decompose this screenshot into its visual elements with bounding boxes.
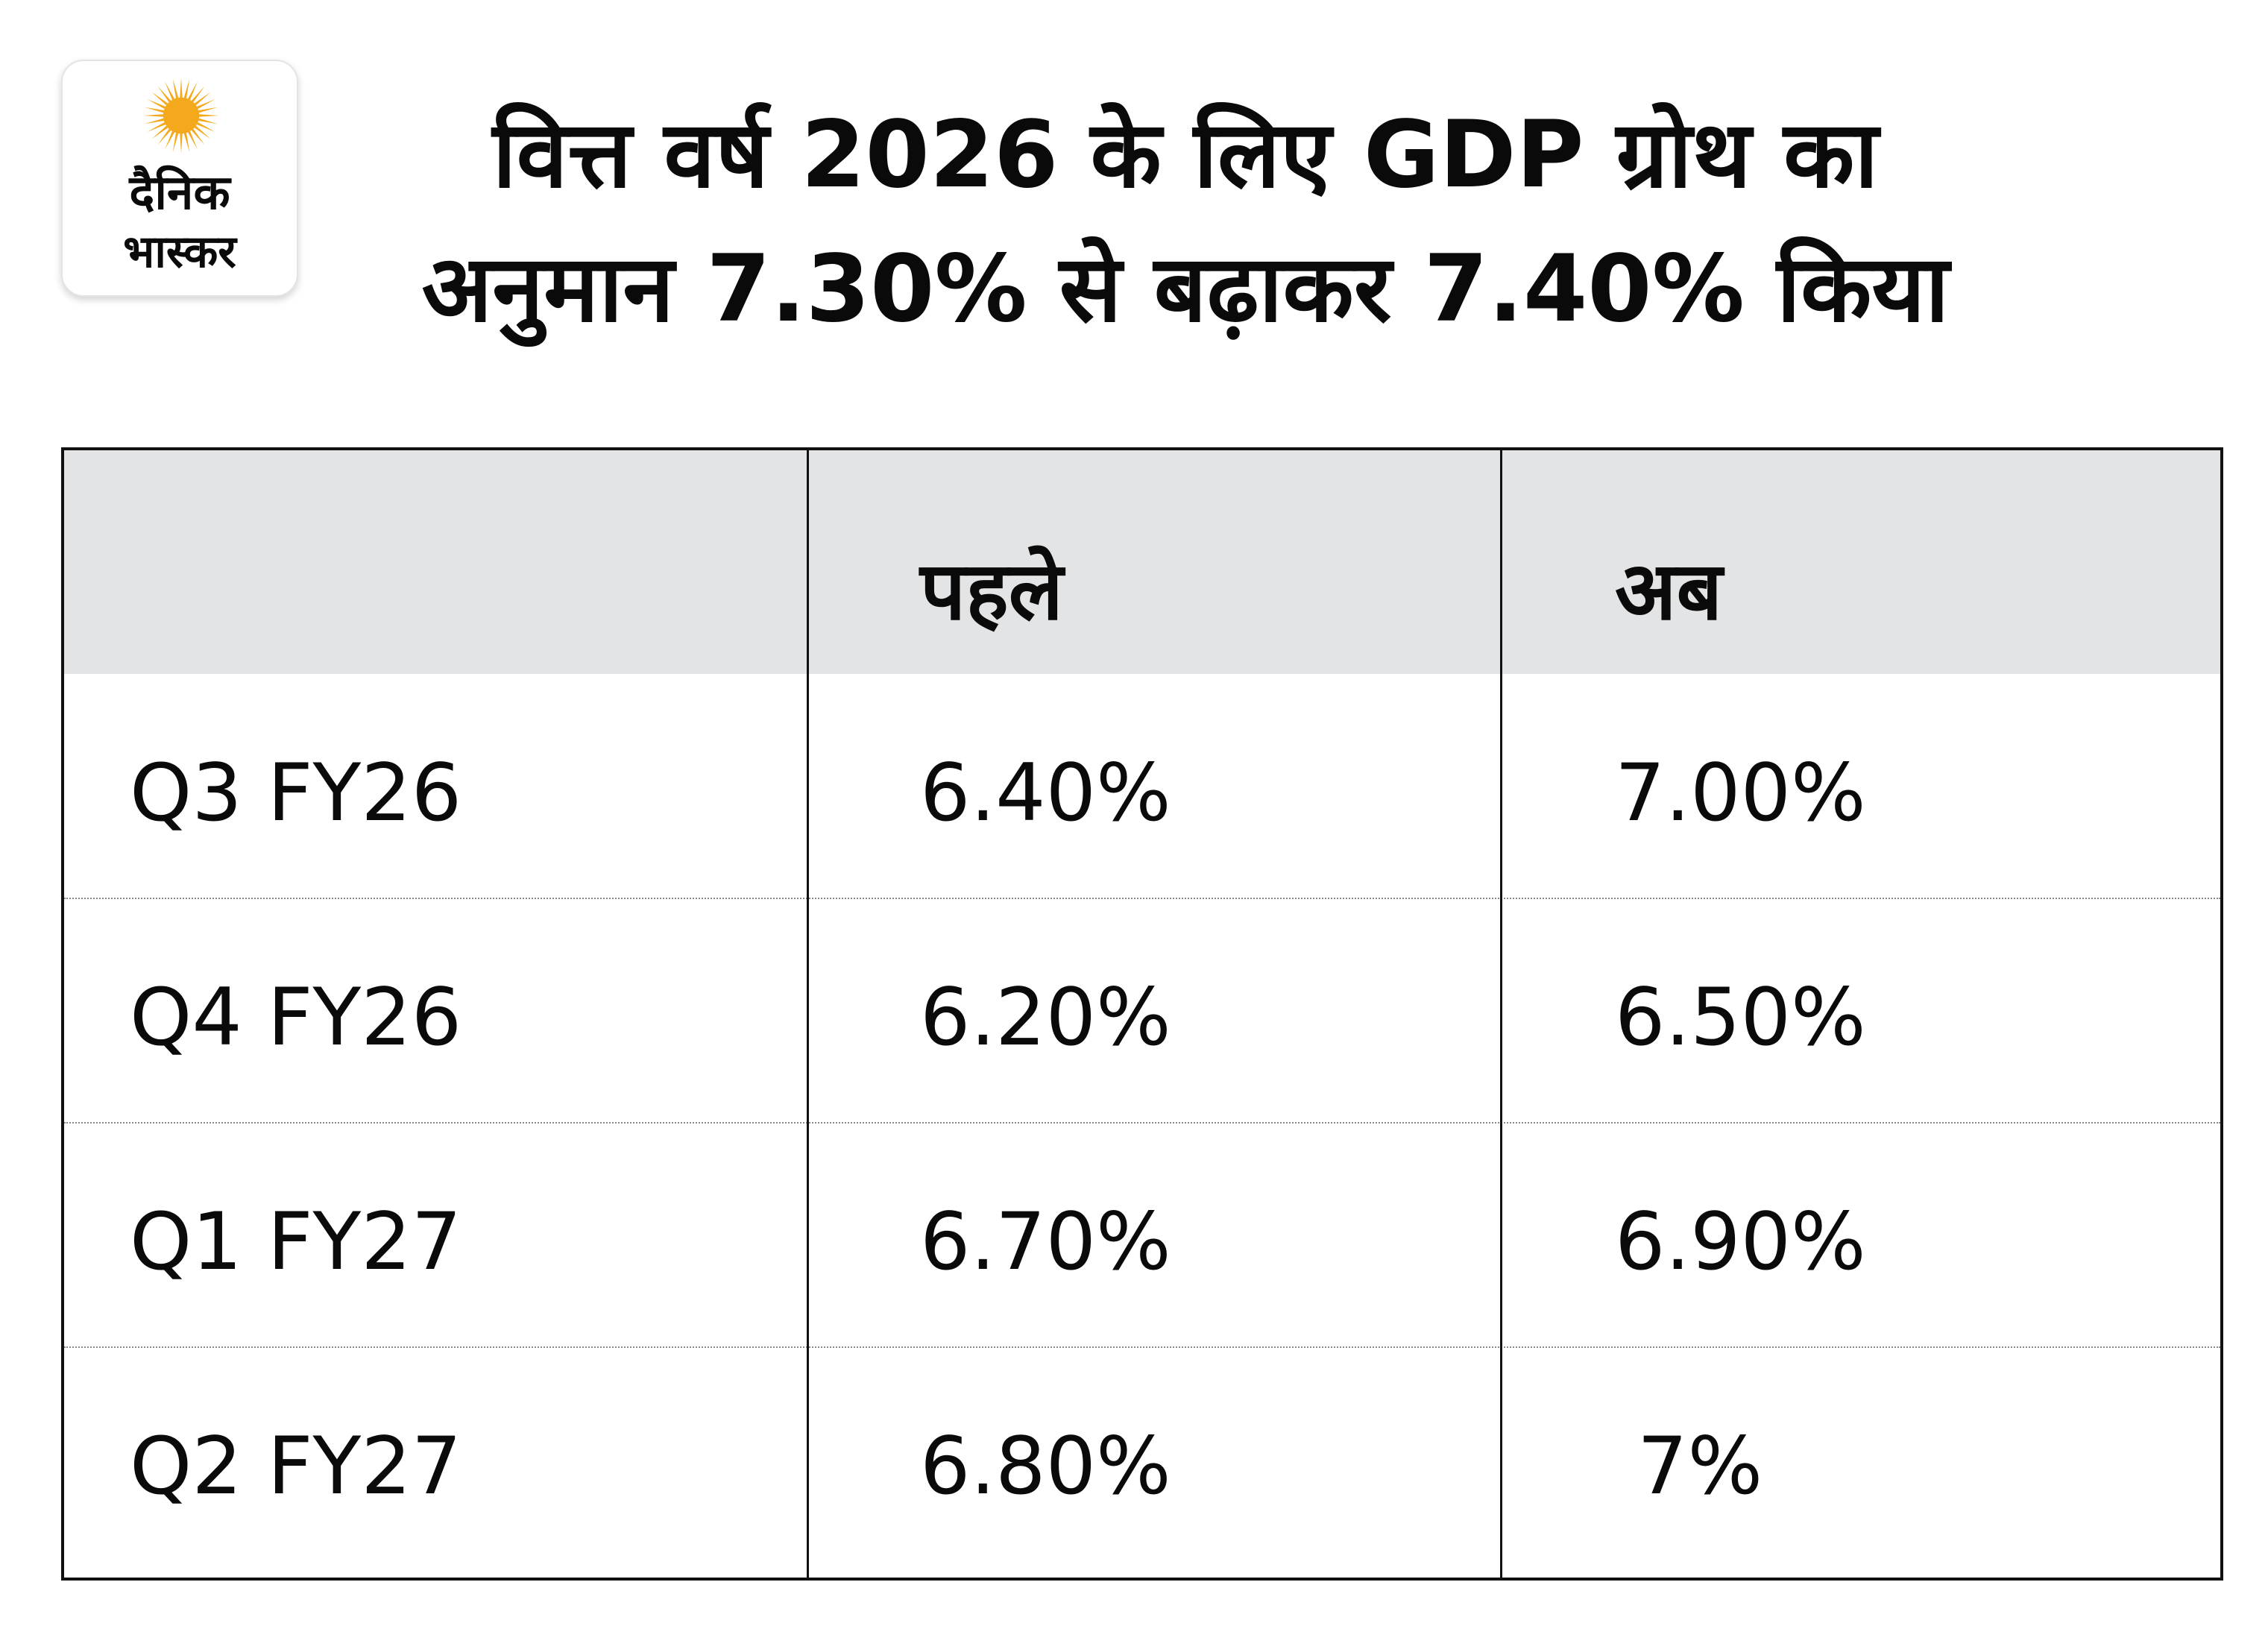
sun-ray [144,118,164,125]
header-now: अब [1615,545,1723,638]
row-now-value: 6.50% [1615,971,1866,1063]
chart-title: वित्त वर्ष 2026 के लिए GDP ग्रोथ का अनुम… [313,88,2058,356]
sun-ray [172,133,179,153]
sun-ray [198,107,218,113]
row-divider [64,898,2220,899]
sun-ray [197,122,215,132]
row-before-value: 6.20% [920,971,1171,1063]
header-before: पहले [920,545,1063,638]
title-line-1: वित्त वर्ष 2026 के लिए GDP ग्रोथ का [492,101,1879,209]
row-period: Q1 FY27 [130,1196,462,1288]
sun-ray [165,81,175,100]
sun-ray [187,81,198,100]
sun-ray [191,128,205,145]
sun-ray [180,78,183,98]
column-divider [807,450,809,1578]
sun-ray [183,78,190,98]
sun-ray [198,118,218,125]
row-period: Q4 FY26 [130,971,462,1063]
row-before-value: 6.40% [920,747,1171,839]
sun-ray [157,86,171,103]
row-now-value: 7.00% [1615,747,1866,839]
dainik-bhaskar-logo: दैनिक भास्कर [61,60,298,297]
gdp-growth-table: पहले अब Q3 FY26 6.40% 7.00% Q4 FY26 6.20… [61,447,2223,1581]
sun-ray [143,114,163,117]
sun-ray [183,133,190,153]
row-period: Q2 FY27 [130,1420,462,1512]
sun-ray [194,92,211,106]
sun-ray [147,99,166,110]
sun-ray [199,114,219,117]
row-before-value: 6.80% [920,1420,1171,1512]
sun-icon [143,78,219,154]
table-header-row [64,450,2220,674]
row-period: Q3 FY26 [130,747,462,839]
sun-ray [157,128,171,145]
row-now-value: 7% [1637,1420,1763,1512]
sun-ray [165,131,175,150]
sun-ray [194,125,211,139]
title-line-2: अनुमान 7.30% से बढ़ाकर 7.40% किया [421,236,1950,343]
sun-ray [147,122,166,132]
sun-ray [180,133,183,154]
row-divider [64,1346,2220,1348]
logo-text-line2: भास्कर [123,226,236,278]
logo-text-line1: दैनिक [129,166,230,221]
column-divider [1500,450,1502,1578]
sun-ray [187,131,198,150]
row-before-value: 6.70% [920,1196,1171,1288]
sun-ray [151,92,168,106]
sun-ray [151,125,168,139]
sun-ray [144,107,164,113]
sun-ray [172,78,179,98]
row-divider [64,1122,2220,1124]
sun-ray [191,86,205,103]
sun-ray [197,99,215,110]
row-now-value: 6.90% [1615,1196,1866,1288]
